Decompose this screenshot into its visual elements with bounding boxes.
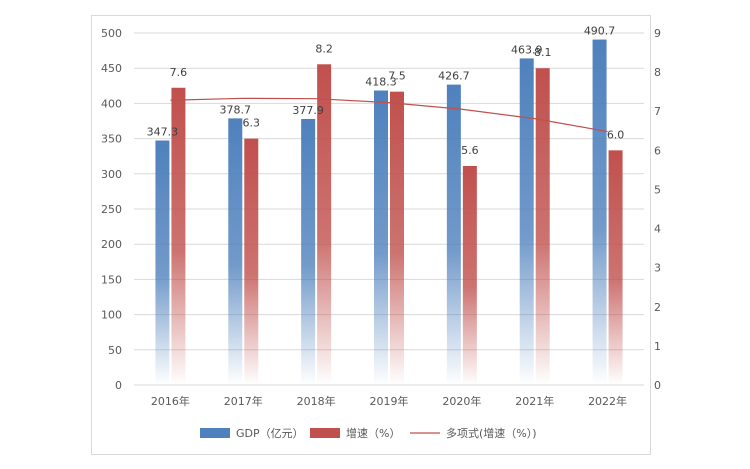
data-label-growth: 8.2 [315,42,333,55]
y-left-tick-label: 400 [101,97,122,110]
y-right-tick-label: 3 [654,262,661,275]
y-right-tick-label: 2 [654,301,661,314]
bar-growth [608,150,623,385]
y-left-tick-label: 500 [101,27,122,40]
trendline [170,97,608,133]
y-right-tick-label: 8 [654,66,661,79]
y-left-tick-label: 450 [101,62,122,75]
x-tick-label: 2018年 [297,394,336,408]
bar-growth [244,138,259,385]
data-label-growth: 6.0 [607,128,625,141]
bar-growth [390,91,404,386]
bar-growth [171,87,186,385]
bar-growth [535,68,550,385]
bar-growth [462,165,477,385]
x-tick-label: 2016年 [151,394,190,408]
bar-growth [317,64,332,386]
legend-label-growth: 增速（%） [346,426,400,440]
y-left-tick-label: 250 [101,203,122,216]
x-tick-label: 2017年 [224,394,263,408]
y-right-tick-label: 0 [654,379,661,392]
y-left-tick-label: 300 [101,168,122,181]
y-right-tick-label: 1 [654,340,661,353]
x-tick-label: 2021年 [515,394,554,408]
bar-gdp [155,140,170,385]
data-label-gdp: 426.7 [438,70,470,83]
data-label-gdp: 490.7 [584,25,616,38]
data-label-gdp: 378.7 [220,103,252,116]
bar-gdp [228,118,243,385]
bar-gdp [519,58,534,385]
data-label-growth: 5.6 [461,144,479,157]
bar-gdp [446,84,461,385]
bar-gdp [374,90,388,386]
y-left-tick-label: 0 [115,379,122,392]
y-right-tick-label: 4 [654,223,661,236]
bar-gdp [301,118,316,385]
x-tick-label: 2020年 [442,394,481,408]
legend-swatch-gdp [200,428,230,438]
data-label-growth: 7.6 [170,66,188,79]
data-label-gdp: 418.3 [365,76,397,89]
y-left-tick-label: 350 [101,133,122,146]
legend-swatch-growth [310,428,340,438]
data-label-growth: 6.3 [243,117,261,130]
x-tick-label: 2022年 [588,394,627,408]
bar-gdp [592,39,607,385]
y-left-tick-label: 50 [108,344,122,357]
y-left-tick-label: 100 [101,309,122,322]
data-label-gdp: 463.9 [511,43,543,56]
y-left-tick-label: 200 [101,238,122,251]
y-right-tick-label: 5 [654,183,661,196]
data-label-growth: 8.1 [534,46,552,59]
y-right-tick-label: 6 [654,144,661,157]
y-left-tick-label: 150 [101,273,122,286]
y-right-tick-label: 7 [654,105,661,118]
data-label-gdp: 347.3 [147,126,179,139]
data-label-growth: 7.5 [388,70,406,83]
x-tick-label: 2019年 [370,394,409,408]
legend-label-trendline: 多项式(增速（%）) [446,426,537,440]
y-right-tick-label: 9 [654,27,661,40]
legend-label-gdp: GDP（亿元） [236,427,304,440]
data-label-gdp: 377.9 [292,104,324,117]
